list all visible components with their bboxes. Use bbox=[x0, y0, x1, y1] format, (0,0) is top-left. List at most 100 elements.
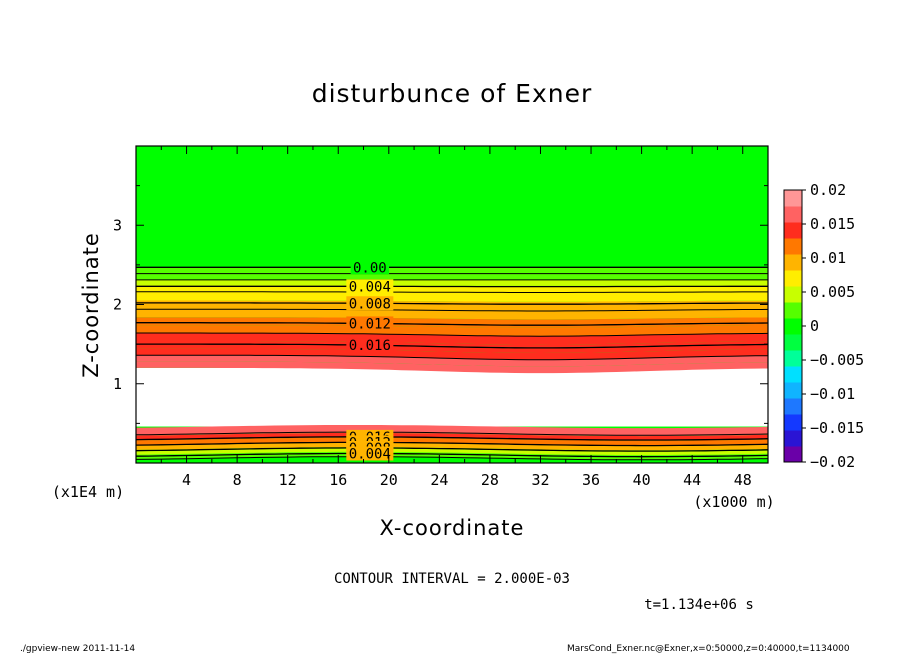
x-tick-label: 40 bbox=[633, 471, 651, 489]
x-tick-label: 24 bbox=[430, 471, 448, 489]
contour-line bbox=[136, 322, 768, 326]
contour-label: 0.00 bbox=[353, 260, 387, 276]
contour-line bbox=[136, 302, 768, 305]
x-tick-label: 12 bbox=[279, 471, 297, 489]
colorbar-swatch bbox=[784, 382, 802, 399]
y-tick-label: 3 bbox=[113, 216, 122, 234]
colorbar-tick-label: −0.015 bbox=[810, 419, 864, 437]
colorbar-swatch bbox=[784, 366, 802, 383]
upper-band bbox=[136, 309, 768, 320]
lower-band bbox=[136, 442, 768, 451]
contour-label-bg bbox=[346, 446, 394, 461]
y-tick-label: 2 bbox=[113, 296, 122, 314]
contour-line bbox=[136, 452, 768, 458]
contour-label-bg bbox=[346, 279, 394, 294]
colorbar-swatch bbox=[784, 254, 802, 271]
colorbar-swatch bbox=[784, 430, 802, 447]
colorbar-swatch bbox=[784, 398, 802, 415]
lower-band bbox=[136, 456, 768, 463]
colorbar-swatch bbox=[784, 222, 802, 239]
chart-title: disturbunce of Exner bbox=[312, 79, 593, 108]
lower-band bbox=[136, 447, 768, 456]
contour-line bbox=[136, 436, 768, 441]
contour-label-bg bbox=[350, 260, 390, 275]
x-tick-label: 36 bbox=[582, 471, 600, 489]
contour-label-bg bbox=[346, 316, 394, 331]
lower-band bbox=[136, 425, 768, 437]
x-axis: 4 8 12 16 20 24 28 32 36 40 44 48 bbox=[160, 146, 752, 489]
colorbar-swatch bbox=[784, 334, 802, 351]
contour-label: 0.012 bbox=[349, 316, 391, 332]
contour-interval-text: CONTOUR INTERVAL = 2.000E-03 bbox=[334, 571, 570, 587]
contour-label-bg bbox=[346, 338, 394, 353]
contour-labels: 0.000.0040.0080.0120.0160.0160.0120.0080… bbox=[346, 260, 394, 463]
upper-band bbox=[136, 273, 768, 280]
x-tick-label: 20 bbox=[380, 471, 398, 489]
y-axis-unit: (x1E4 m) bbox=[52, 483, 124, 501]
x-axis-unit: (x1000 m) bbox=[693, 493, 774, 511]
upper-band bbox=[136, 267, 768, 274]
lower-band bbox=[136, 432, 768, 441]
contour-label: 0.016 bbox=[349, 338, 391, 354]
contour-line bbox=[136, 456, 768, 461]
y-axis: 1 2 3 bbox=[113, 185, 768, 424]
colorbar-tick-label: 0.02 bbox=[810, 181, 846, 199]
colorbar-swatch bbox=[784, 446, 802, 463]
colorbar-swatch bbox=[784, 350, 802, 367]
colorbar-swatch bbox=[784, 206, 802, 223]
colorbar-tick-label: 0.01 bbox=[810, 249, 846, 267]
y-axis-label: Z-coordinate bbox=[79, 232, 103, 378]
footer-right: MarsCond_Exner.nc@Exner,x=0:50000,z=0:40… bbox=[567, 644, 850, 654]
colorbar-tick-label: 0.005 bbox=[810, 283, 855, 301]
contour-line bbox=[136, 431, 768, 436]
lower-band bbox=[136, 437, 768, 446]
colorbar-swatch bbox=[784, 318, 802, 335]
upper-band bbox=[136, 285, 768, 293]
out-of-range-region bbox=[136, 367, 768, 427]
contour-line bbox=[136, 447, 768, 452]
x-tick-label: 44 bbox=[683, 471, 701, 489]
contour-line bbox=[136, 332, 768, 337]
footer-left: ./gpview-new 2011-11-14 bbox=[20, 644, 135, 654]
colorbar-swatch bbox=[784, 190, 802, 207]
contour-line bbox=[136, 343, 768, 349]
plot-fill bbox=[136, 146, 768, 463]
upper-band bbox=[136, 361, 768, 374]
x-tick-label: 16 bbox=[329, 471, 347, 489]
colorbar-swatch bbox=[784, 238, 802, 255]
colorbar-tick-label: −0.02 bbox=[810, 453, 855, 471]
colorbar-tick-label: −0.01 bbox=[810, 385, 855, 403]
x-tick-label: 48 bbox=[734, 471, 752, 489]
colorbar-tick-label: 0 bbox=[810, 317, 819, 335]
x-tick-label: 8 bbox=[233, 471, 242, 489]
x-tick-label: 32 bbox=[531, 471, 549, 489]
x-tick-label: 28 bbox=[481, 471, 499, 489]
upper-band bbox=[136, 260, 768, 268]
upper-band bbox=[136, 355, 768, 367]
contour-label: 0.008 bbox=[349, 296, 391, 312]
upper-band bbox=[136, 291, 768, 302]
colorbar-tick-label: 0.015 bbox=[810, 215, 855, 233]
colorbar-swatch bbox=[784, 302, 802, 319]
contour-line bbox=[136, 291, 768, 293]
colorbar-swatch bbox=[784, 270, 802, 287]
colorbar: 0.02 0.015 0.01 0.005 0 −0.005 −0.01 −0.015 −0.0… bbox=[783, 181, 864, 471]
colorbar-swatch bbox=[784, 414, 802, 431]
y-tick-label: 1 bbox=[113, 375, 122, 393]
contour-label: 0.004 bbox=[349, 447, 391, 463]
contour-label: 0.004 bbox=[349, 279, 391, 295]
contour-label-bg bbox=[346, 296, 394, 311]
contour-lines bbox=[136, 266, 768, 461]
contour-line bbox=[136, 354, 768, 361]
time-text: t=1.134e+06 s bbox=[644, 597, 754, 613]
upper-band bbox=[136, 279, 768, 286]
contour-line bbox=[136, 441, 768, 447]
x-axis-label: X-coordinate bbox=[380, 516, 525, 540]
upper-band bbox=[136, 325, 768, 337]
colorbar-tick-label: −0.005 bbox=[810, 351, 864, 369]
contour-line bbox=[136, 308, 768, 312]
upper-band bbox=[136, 348, 768, 360]
colorbar-swatch bbox=[784, 286, 802, 303]
x-tick-label: 4 bbox=[182, 471, 191, 489]
